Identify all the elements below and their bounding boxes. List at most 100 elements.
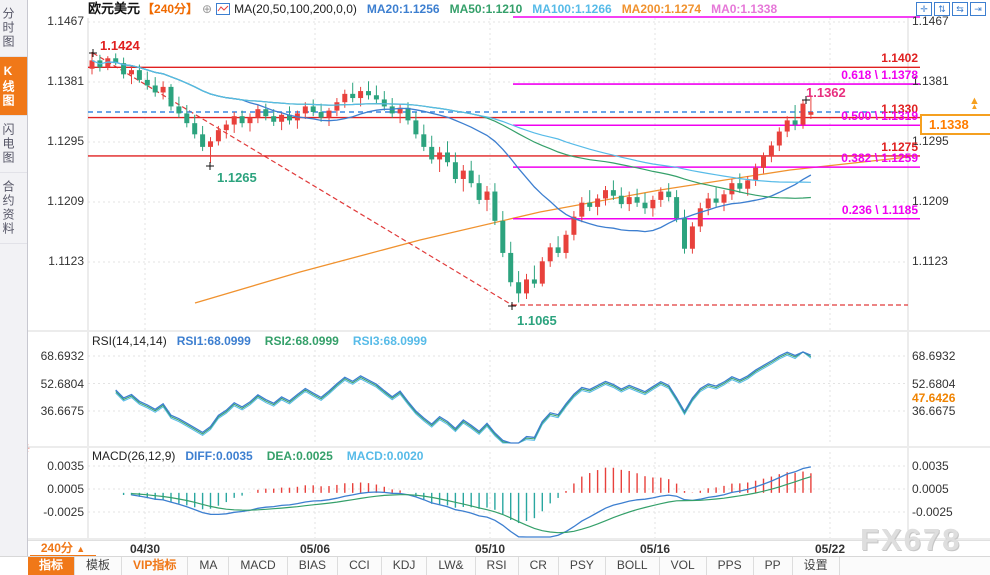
candle xyxy=(223,124,229,131)
zoom-vertical-icon[interactable]: ⇅ xyxy=(934,2,950,16)
candle xyxy=(247,117,253,124)
candle xyxy=(531,279,537,284)
candle xyxy=(753,167,759,181)
candle xyxy=(484,191,490,200)
candle xyxy=(279,114,285,122)
candle xyxy=(500,220,506,253)
candle xyxy=(215,130,221,142)
rsi-header: RSI(14,14,14) RSI1:68.0999 RSI2:68.0999 RSI… xyxy=(92,334,455,348)
candle xyxy=(800,103,806,125)
x-axis-date-label: 05/16 xyxy=(639,542,671,556)
candle xyxy=(160,86,166,93)
period-selector-button[interactable]: 240分 ▲ xyxy=(30,541,96,557)
candle xyxy=(239,116,245,124)
ma-value-label: MA200:1.1274 xyxy=(621,2,702,16)
add-indicator-icon[interactable]: ⊕ xyxy=(202,2,213,16)
resistance-label: 1.1275 xyxy=(881,139,918,154)
candle xyxy=(737,183,743,189)
candle xyxy=(689,226,695,249)
macd-dea-line xyxy=(131,476,812,534)
price-axis-label-right: 1.1381 xyxy=(912,73,949,88)
sidebar-tab-3[interactable]: 合约资料 xyxy=(0,173,27,244)
toolbar-item-6[interactable]: CCI xyxy=(338,557,382,575)
ma200-line xyxy=(194,156,909,304)
candle xyxy=(89,60,95,69)
price-up-arrow-icon: ▲ ▲ xyxy=(969,95,980,111)
candle xyxy=(492,191,498,221)
toolbar-item-14[interactable]: PPS xyxy=(707,557,754,575)
pan-right-icon[interactable]: ⇥ xyxy=(970,2,986,16)
toolbar-item-10[interactable]: CR xyxy=(519,557,559,575)
toolbar-item-2[interactable]: VIP指标 xyxy=(122,557,189,575)
candle xyxy=(176,106,182,114)
toolbar-item-11[interactable]: PSY xyxy=(559,557,606,575)
rsi-axis-label-left: 68.6932 xyxy=(40,349,84,363)
price-axis-label-left: 1.1467 xyxy=(47,14,84,28)
sidebar-tab-2[interactable]: 闪电图 xyxy=(0,116,27,173)
candle xyxy=(144,79,150,86)
candle xyxy=(713,198,719,203)
ma-value-label: MA0:1.1338 xyxy=(711,2,778,16)
chevron-up-icon: ▲ xyxy=(76,544,86,554)
macd-axis-label-right: 0.0005 xyxy=(912,482,949,496)
ma100-line xyxy=(91,59,811,183)
price-axis-label-left: 1.1295 xyxy=(47,133,84,148)
candle xyxy=(784,120,790,132)
candle xyxy=(476,183,482,200)
toolbar-item-9[interactable]: RSI xyxy=(476,557,519,575)
candle xyxy=(745,180,751,189)
macd-diff-line xyxy=(131,466,812,538)
period-label: 【240分】 xyxy=(142,2,199,16)
toolbar-item-7[interactable]: KDJ xyxy=(382,557,428,575)
zoom-horizontal-icon[interactable]: ⇆ xyxy=(952,2,968,16)
pan-crosshair-icon[interactable]: ✛ xyxy=(916,2,932,16)
candle xyxy=(674,197,680,219)
toolbar-item-3[interactable]: MA xyxy=(188,557,230,575)
toolbar-item-15[interactable]: PP xyxy=(754,557,793,575)
ma-params-label: MA(20,50,100,200,0,0) xyxy=(234,2,357,16)
candle xyxy=(129,70,134,75)
candle xyxy=(634,197,640,203)
candle xyxy=(705,198,711,209)
toolbar-item-12[interactable]: BOLL xyxy=(606,557,660,575)
sidebar-tab-1[interactable]: K线图 xyxy=(0,57,27,116)
price-chart-canvas[interactable] xyxy=(0,0,990,556)
x-axis-date-label: 05/10 xyxy=(474,542,506,556)
candle xyxy=(326,110,332,118)
rsi-axis-label-right: 36.6675 xyxy=(912,404,956,418)
candle xyxy=(366,91,371,96)
candle xyxy=(184,113,190,124)
candle xyxy=(571,216,577,235)
candle xyxy=(263,109,269,117)
toolbar-item-16[interactable]: 设置 xyxy=(793,557,840,575)
toolbar-item-8[interactable]: LW& xyxy=(427,557,476,575)
fib-label: 0.500 \ 1.1319 xyxy=(841,109,918,124)
indicator-value-label: RSI2:68.0999 xyxy=(264,334,339,348)
fib-label: 0.618 \ 1.1378 xyxy=(841,68,918,83)
candle xyxy=(302,106,308,114)
x-axis-date-label: 05/06 xyxy=(299,542,331,556)
candle xyxy=(555,247,561,253)
candle xyxy=(255,109,261,118)
candle xyxy=(808,111,814,115)
candle xyxy=(792,120,798,125)
candle xyxy=(373,95,379,100)
candle xyxy=(761,156,766,168)
toolbar-item-5[interactable]: BIAS xyxy=(288,557,339,575)
candle xyxy=(310,106,316,112)
candle xyxy=(658,191,664,200)
toolbar-item-4[interactable]: MACD xyxy=(229,557,288,575)
candle xyxy=(271,116,277,122)
macd-axis-label-left: 0.0035 xyxy=(47,459,84,473)
candle xyxy=(524,279,529,294)
toolbar-item-13[interactable]: VOL xyxy=(660,557,707,575)
candle xyxy=(563,234,569,253)
toolbar-item-0[interactable]: 指标 xyxy=(28,557,76,575)
resistance-label: 1.1402 xyxy=(881,51,918,66)
toolbar-item-1[interactable]: 模板 xyxy=(75,557,123,575)
candle xyxy=(342,93,348,103)
candle xyxy=(610,190,616,196)
sidebar-tab-0[interactable]: 分时图 xyxy=(0,0,27,57)
rsi1-line xyxy=(115,351,812,444)
candle xyxy=(168,86,174,107)
